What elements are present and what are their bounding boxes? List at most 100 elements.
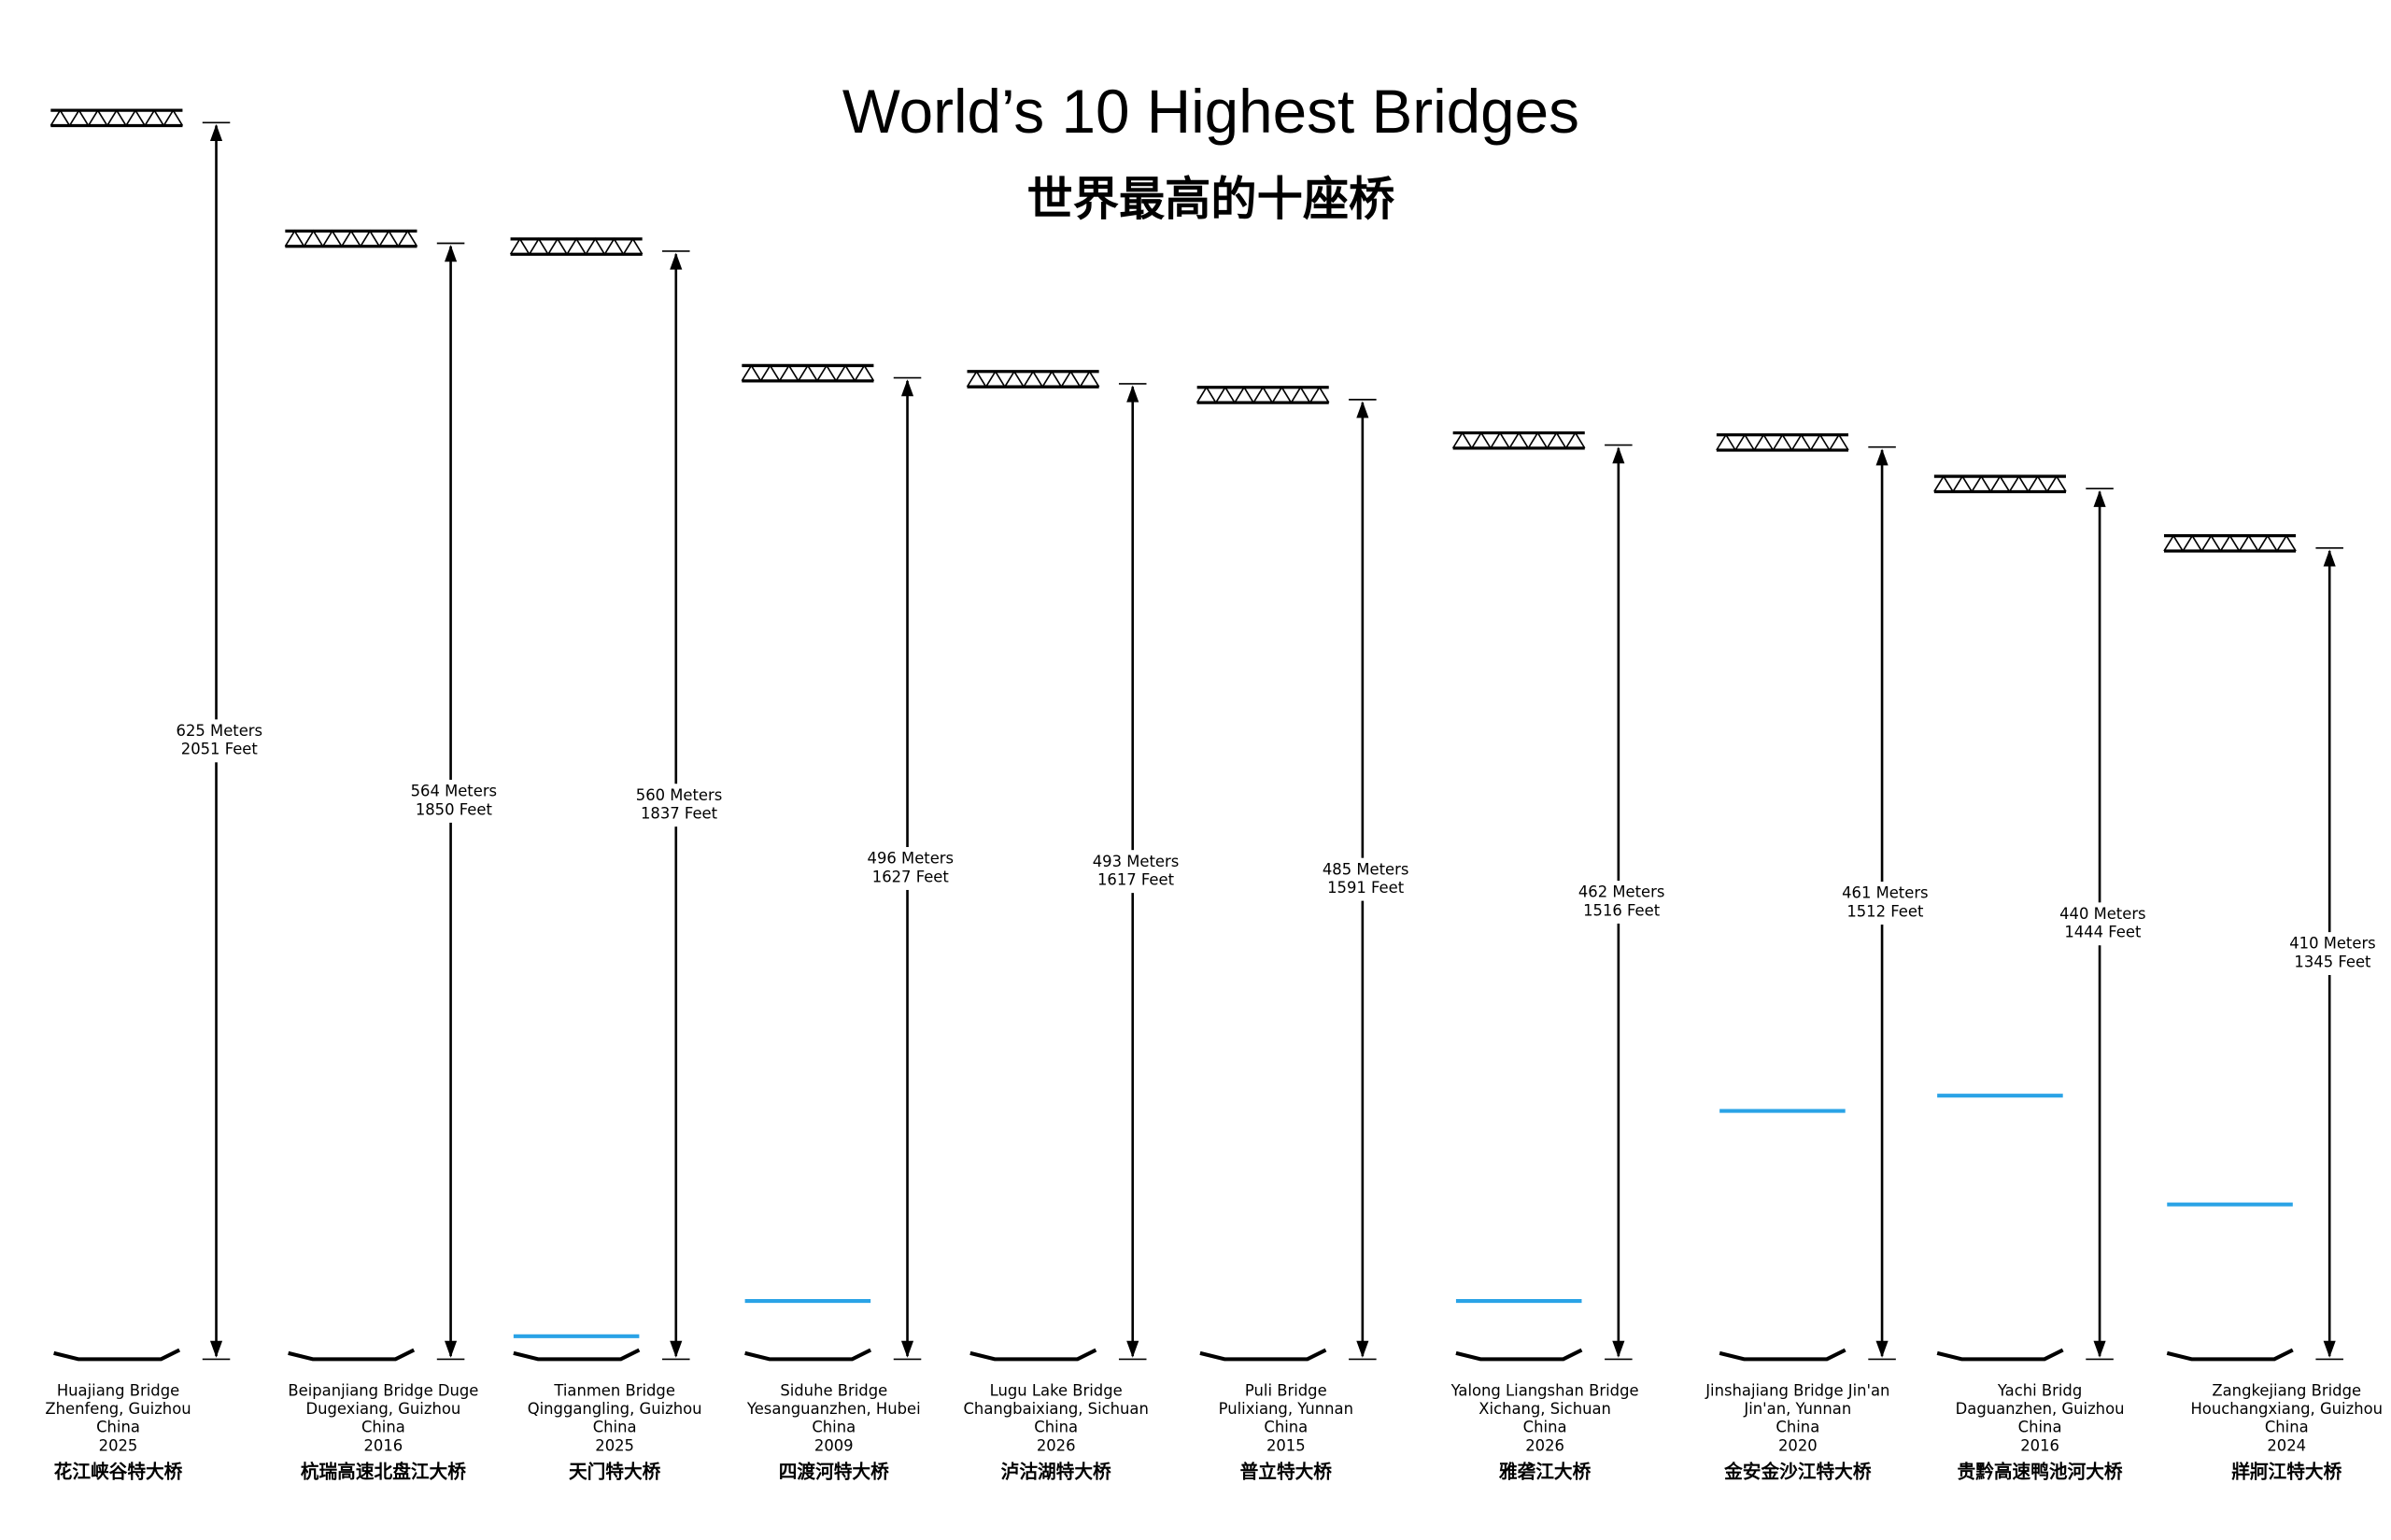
ground — [1719, 1348, 1846, 1362]
bridge-country: China — [593, 1419, 637, 1436]
ground — [2166, 1348, 2294, 1362]
bridge-location: Houchangxiang, Guizhou — [2190, 1400, 2383, 1418]
value-label: 625 Meters — [177, 722, 263, 740]
label-bg — [2059, 902, 2146, 946]
bridge-location: Yesanguanzhen, Hubei — [746, 1400, 921, 1418]
value-label: 462 Meters — [1578, 883, 1665, 901]
arrow-head — [1612, 446, 1625, 464]
bridge-chinese-name: 雅砻江大桥 — [1499, 1461, 1592, 1482]
label-bg — [1842, 882, 1929, 925]
bridge-chinese-name: 泸沽湖特大桥 — [1001, 1461, 1111, 1482]
arrow-head — [900, 379, 914, 397]
arrow-head — [2093, 489, 2106, 507]
bridge-location: Dugexiang, Guizhou — [305, 1400, 460, 1418]
truss — [741, 363, 875, 383]
bridge-country: China — [2018, 1419, 2062, 1436]
value-label: 485 Meters — [1323, 860, 1409, 878]
value-label: 461 Meters — [1842, 884, 1929, 902]
bridge-name: Huajiang Bridge — [57, 1381, 179, 1399]
bridge-country: China — [1264, 1419, 1308, 1436]
bridge-name: Beipanjiang Bridge Duge — [288, 1381, 478, 1399]
value-label: 564 Meters — [411, 783, 498, 800]
arrow-head — [1875, 448, 1889, 466]
bridge-location: Zhenfeng, Guizhou — [45, 1400, 191, 1418]
arrow-head — [900, 1340, 914, 1358]
bridge-year: 2026 — [1525, 1436, 1564, 1454]
bridge-country: China — [2265, 1419, 2309, 1436]
feet-label: 1617 Feet — [1097, 870, 1175, 888]
bridge-country: China — [1523, 1419, 1567, 1436]
bridge-name: Lugu Lake Bridge — [990, 1381, 1123, 1399]
truss — [1933, 474, 2067, 494]
ground — [1199, 1348, 1327, 1362]
feet-label: 2051 Feet — [181, 741, 259, 758]
feet-label: 1850 Feet — [416, 800, 493, 818]
arrow-head — [670, 252, 683, 270]
arrow-head — [670, 1340, 683, 1358]
arrow-head — [1356, 1340, 1369, 1358]
bridge-name: Jinshajiang Bridge Jin'an — [1705, 1381, 1889, 1399]
bridge-country: China — [1776, 1419, 1819, 1436]
bridge-location: Daguanzhen, Guizhou — [1956, 1400, 2125, 1418]
label-bg — [1323, 857, 1409, 901]
bridge-name: Puli Bridge — [1245, 1381, 1327, 1399]
arrow-head — [209, 1340, 223, 1358]
bridge-location: Changbaixiang, Sichuan — [964, 1400, 1149, 1418]
bridge-name: Siduhe Bridge — [780, 1381, 887, 1399]
truss — [2163, 534, 2297, 553]
feet-label: 1512 Feet — [1846, 902, 1924, 920]
value-label: 410 Meters — [2289, 935, 2376, 953]
label-bg — [1578, 881, 1665, 924]
chart-title: World’s 10 Highest Bridges — [842, 78, 1579, 146]
bridge-year: 2015 — [1266, 1436, 1306, 1454]
bridge-name: Tianmen Bridge — [553, 1381, 675, 1399]
label-bg — [867, 847, 954, 890]
truss — [1716, 433, 1849, 452]
arrow-head — [209, 123, 223, 141]
bridge-country: China — [1034, 1419, 1078, 1436]
bridge-location: Xichang, Sichuan — [1478, 1400, 1611, 1418]
bridge-location: Pulixiang, Yunnan — [1219, 1400, 1353, 1418]
arrow-head — [1126, 1340, 1139, 1358]
arrow-head — [2323, 1340, 2336, 1358]
bridge-name: Zangkejiang Bridge — [2212, 1381, 2361, 1399]
truss — [966, 370, 1100, 389]
arrow-head — [1875, 1340, 1889, 1358]
label-bg — [636, 784, 722, 827]
truss — [50, 108, 184, 128]
bridge-year: 2024 — [2267, 1436, 2306, 1454]
feet-label: 1516 Feet — [1583, 901, 1661, 919]
label-bg — [410, 779, 497, 823]
ground — [969, 1348, 1097, 1362]
feet-label: 1837 Feet — [641, 805, 718, 823]
arrow-head — [2093, 1340, 2106, 1358]
feet-label: 1345 Feet — [2294, 953, 2371, 970]
arrow-head — [445, 245, 458, 262]
chart-subtitle: 世界最高的十座桥 — [1027, 172, 1396, 226]
truss — [1451, 431, 1586, 450]
bridge-chinese-name: 杭瑞高速北盘江大桥 — [301, 1461, 466, 1482]
feet-label: 1591 Feet — [1327, 879, 1405, 897]
bridge-year: 2026 — [1037, 1436, 1076, 1454]
feet-label: 1627 Feet — [872, 868, 950, 885]
bridge-chinese-name: 花江峡谷特大桥 — [54, 1461, 183, 1482]
label-bg — [176, 719, 262, 763]
arrow-head — [1126, 385, 1139, 403]
ground — [53, 1348, 181, 1362]
value-label: 560 Meters — [636, 786, 723, 804]
bridge-year: 2025 — [595, 1436, 634, 1454]
value-label: 440 Meters — [2059, 905, 2146, 923]
bridge-country: China — [361, 1419, 405, 1436]
feet-label: 1444 Feet — [2064, 924, 2142, 941]
bridge-chinese-name: 金安金沙江特大桥 — [1723, 1461, 1872, 1482]
bridge-name: Yalong Liangshan Bridge — [1450, 1381, 1639, 1399]
ground — [288, 1348, 416, 1362]
ground — [1455, 1348, 1583, 1362]
bridge-location: Jin'an, Yunnan — [1743, 1400, 1851, 1418]
bridge-chinese-name: 牂牁江特大桥 — [2231, 1461, 2341, 1482]
bridge-chinese-name: 天门特大桥 — [569, 1461, 661, 1482]
bridge-chinese-name: 四渡河特大桥 — [779, 1461, 889, 1482]
arrow-head — [445, 1340, 458, 1358]
